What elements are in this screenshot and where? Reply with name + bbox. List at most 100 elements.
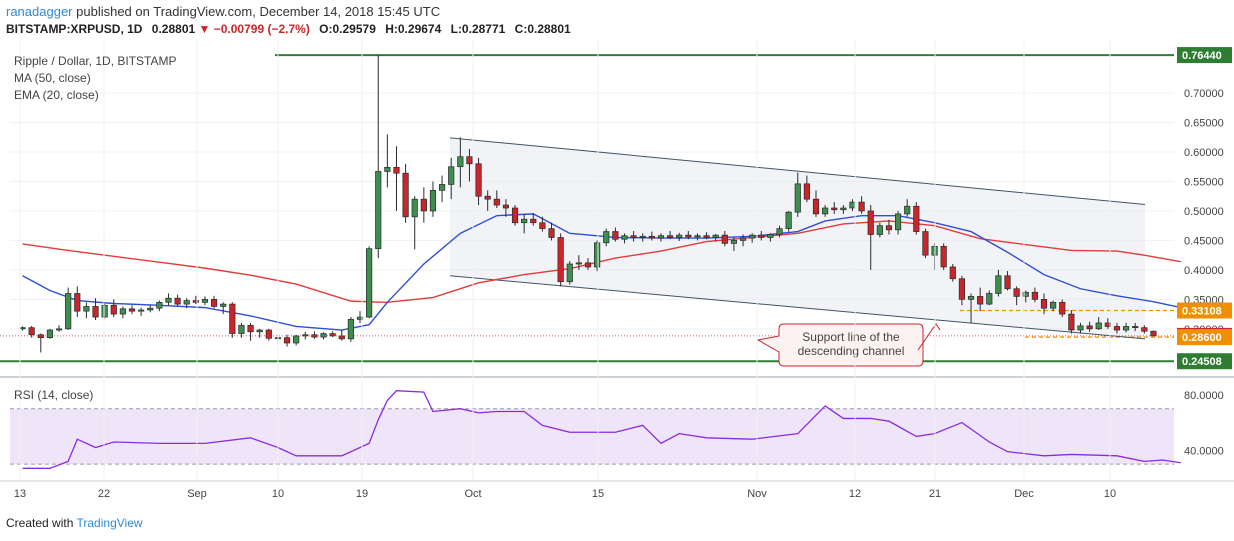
legend-rsi: RSI (14, close) xyxy=(14,388,93,402)
candle-body xyxy=(128,308,136,312)
candle xyxy=(293,334,300,346)
candle xyxy=(904,199,911,217)
candle xyxy=(502,199,510,217)
candle xyxy=(320,332,327,340)
candle-body xyxy=(1040,299,1048,309)
candle xyxy=(548,222,555,241)
candle-body xyxy=(356,316,364,320)
y-tick-label: 0.50000 xyxy=(1184,206,1224,218)
candle xyxy=(794,172,801,217)
candle-body xyxy=(648,235,655,239)
candle xyxy=(1077,322,1084,334)
candle-body xyxy=(922,231,929,256)
candle xyxy=(639,233,646,242)
candle xyxy=(758,230,765,241)
author-link[interactable]: ranadagger xyxy=(6,4,73,19)
candle xyxy=(384,134,391,188)
candle xyxy=(1122,322,1130,333)
candle-body xyxy=(584,262,592,268)
candle xyxy=(739,234,747,247)
candle-body xyxy=(913,205,920,232)
y-tick-label: 0.55000 xyxy=(1184,176,1224,188)
candle xyxy=(466,149,473,182)
candle xyxy=(1059,299,1066,318)
candle xyxy=(940,243,947,270)
candle xyxy=(1086,321,1093,332)
candle-body xyxy=(438,184,446,191)
candle-body xyxy=(46,329,54,339)
candle xyxy=(831,202,838,214)
candle xyxy=(603,228,610,247)
price-change: ▼ −0.00799 (−2.7%) xyxy=(198,22,310,36)
candle-body xyxy=(1004,275,1011,290)
candle xyxy=(712,233,719,242)
candle xyxy=(1141,325,1148,334)
candle-body xyxy=(849,201,856,209)
candle xyxy=(457,137,464,188)
candle-body xyxy=(785,211,792,229)
candle-body xyxy=(156,301,163,309)
candle xyxy=(65,287,72,331)
candle-body xyxy=(119,308,126,315)
candle-body xyxy=(721,234,728,244)
candle-body xyxy=(420,198,427,212)
price-label-text: 0.24508 xyxy=(1182,356,1222,368)
channel-upper-line[interactable] xyxy=(449,137,1146,205)
publish-info: published on TradingView.com, December 1… xyxy=(76,4,441,19)
candle xyxy=(420,187,427,223)
ema20-line xyxy=(22,213,1181,331)
candle-body xyxy=(530,218,537,224)
candle xyxy=(876,222,883,238)
candle-body xyxy=(1059,301,1066,315)
price-label-text: 0.28600 xyxy=(1182,332,1222,344)
candle xyxy=(539,216,546,232)
footer: Created with TradingView xyxy=(6,516,143,530)
candle xyxy=(83,302,90,319)
candle xyxy=(1095,317,1102,331)
candle-body xyxy=(822,207,829,215)
candle-body xyxy=(594,242,601,268)
candle-body xyxy=(347,319,354,340)
candle-body xyxy=(74,293,81,312)
support-annotation: Support line of the descending channel xyxy=(756,323,941,367)
candle xyxy=(977,287,984,312)
candle xyxy=(128,305,136,315)
candle xyxy=(429,181,437,217)
descending-channel[interactable] xyxy=(449,137,1146,340)
tradingview-logo[interactable]: TradingView xyxy=(76,516,143,530)
rsi-tick-label: 80.0000 xyxy=(1184,390,1224,402)
candle-body xyxy=(192,300,199,303)
y-tick-label: 0.70000 xyxy=(1184,88,1224,100)
candle-body xyxy=(858,201,865,212)
price-label-text: 0.33108 xyxy=(1182,306,1222,318)
candle-body xyxy=(1141,327,1148,332)
candle xyxy=(594,240,601,272)
candle xyxy=(156,300,163,312)
price-label-box xyxy=(1177,353,1232,370)
candle-body xyxy=(776,228,783,235)
candle xyxy=(229,302,236,338)
rsi-line xyxy=(22,390,1181,469)
candle xyxy=(311,331,318,339)
candle-body xyxy=(730,240,738,244)
candle xyxy=(822,205,829,217)
candle-body xyxy=(840,207,847,211)
candle-body xyxy=(867,210,874,235)
candle-body xyxy=(55,328,63,331)
candle-body xyxy=(749,234,756,239)
channel-lower-line[interactable] xyxy=(449,275,1146,340)
channel-area xyxy=(450,137,1145,339)
ma50-line xyxy=(22,220,1181,304)
candle-body xyxy=(739,237,747,241)
candle xyxy=(630,230,637,242)
price-label-box xyxy=(1177,47,1232,64)
candle xyxy=(1132,322,1139,332)
candle-body xyxy=(37,334,44,339)
candle-body xyxy=(210,299,218,307)
candle xyxy=(438,175,446,203)
candle xyxy=(666,230,674,240)
candle xyxy=(521,213,528,234)
candle-body xyxy=(539,222,546,229)
